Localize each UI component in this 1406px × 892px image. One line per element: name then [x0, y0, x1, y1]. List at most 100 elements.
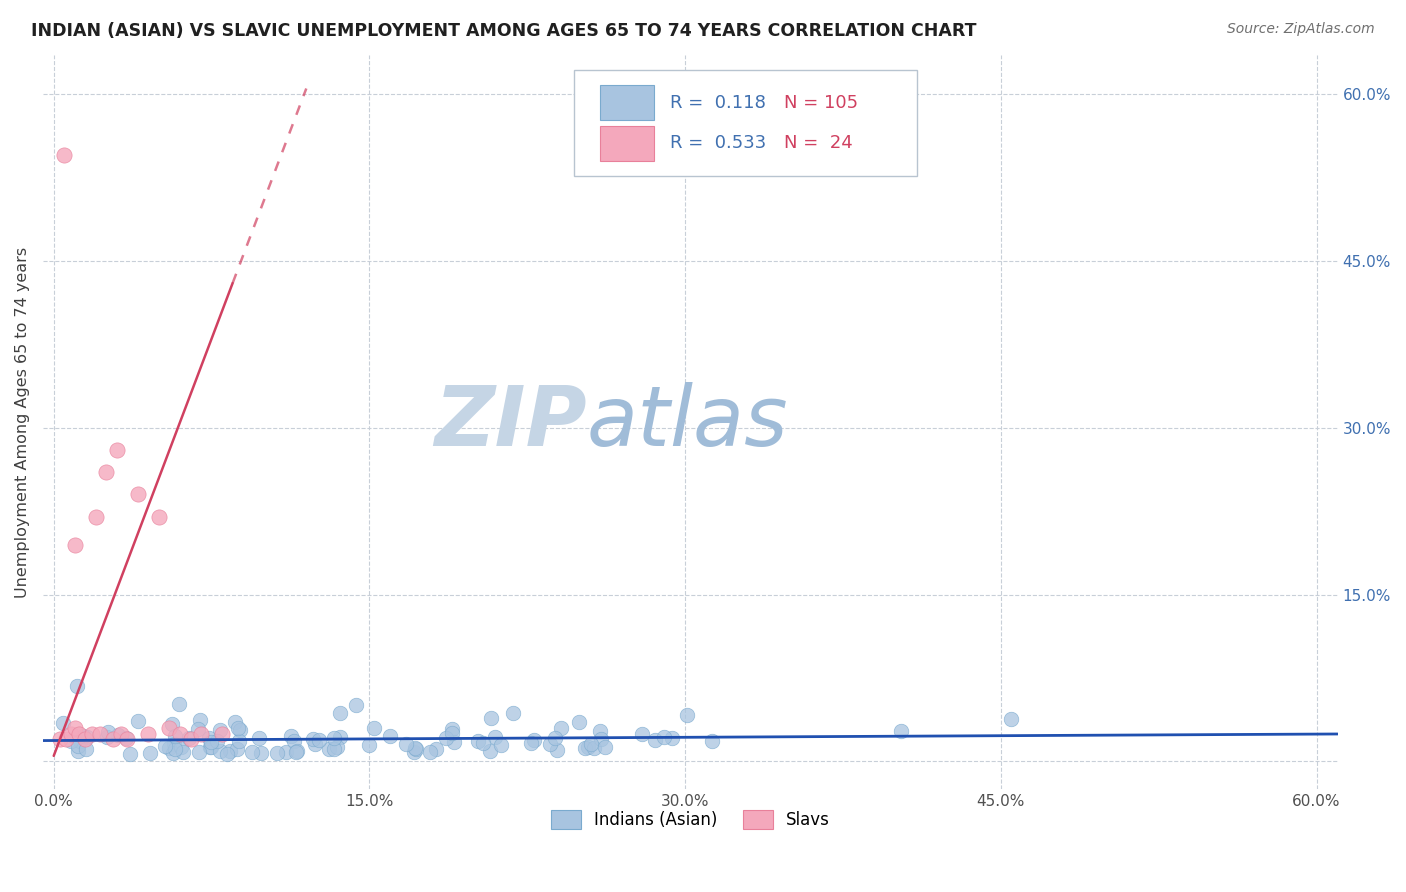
Point — [169, 726, 191, 740]
Point — [163, 729, 186, 743]
Text: Source: ZipAtlas.com: Source: ZipAtlas.com — [1227, 22, 1375, 37]
Point — [471, 736, 494, 750]
Point — [1000, 712, 1022, 726]
Point — [489, 738, 512, 752]
Point — [172, 745, 194, 759]
Point — [97, 724, 120, 739]
Point — [188, 745, 211, 759]
Point — [59, 726, 82, 740]
Point — [546, 743, 568, 757]
Point — [138, 726, 160, 740]
Point — [200, 735, 222, 749]
Point — [180, 732, 202, 747]
Point — [568, 715, 591, 730]
Point — [52, 715, 75, 730]
Point — [285, 745, 308, 759]
Point — [576, 740, 599, 755]
Point — [63, 721, 86, 735]
Point — [266, 746, 288, 760]
Point — [240, 745, 263, 759]
Point — [329, 731, 352, 745]
Point — [378, 730, 401, 744]
Point — [63, 537, 86, 551]
Point — [84, 509, 107, 524]
Point — [72, 730, 94, 744]
Point — [285, 744, 308, 758]
Point — [49, 732, 72, 747]
Point — [593, 739, 616, 754]
Y-axis label: Unemployment Among Ages 65 to 74 years: Unemployment Among Ages 65 to 74 years — [15, 246, 30, 598]
Point — [218, 744, 240, 758]
Point — [574, 741, 596, 756]
Point — [117, 732, 139, 747]
Point — [247, 731, 270, 745]
Point — [440, 726, 463, 740]
Point — [198, 731, 221, 746]
Point — [280, 729, 302, 743]
Point — [654, 730, 676, 744]
Point — [200, 740, 222, 755]
Point — [329, 706, 352, 720]
Point — [419, 745, 441, 759]
Point — [283, 734, 305, 748]
Point — [55, 732, 77, 747]
Point — [326, 740, 349, 755]
Point — [101, 732, 124, 747]
FancyBboxPatch shape — [600, 126, 654, 161]
Text: N =  24: N = 24 — [783, 134, 852, 153]
Point — [148, 509, 170, 524]
Point — [163, 742, 186, 756]
Point — [75, 732, 97, 747]
Point — [589, 731, 612, 746]
Point — [139, 746, 162, 760]
Point — [177, 731, 200, 745]
Point — [523, 732, 546, 747]
Point — [543, 731, 565, 746]
Point — [441, 722, 464, 736]
Point — [60, 733, 83, 747]
Point — [107, 728, 129, 742]
Point — [363, 721, 385, 735]
Point — [209, 723, 232, 737]
Point — [467, 734, 489, 748]
Text: N = 105: N = 105 — [783, 94, 858, 112]
Point — [96, 465, 118, 479]
Point — [53, 148, 76, 162]
Point — [357, 738, 380, 752]
Point — [159, 721, 181, 735]
Point — [425, 742, 447, 756]
Text: R =  0.533: R = 0.533 — [669, 134, 766, 153]
Point — [226, 721, 249, 735]
Point — [250, 746, 273, 760]
Point — [224, 715, 246, 730]
Point — [209, 744, 232, 758]
Point — [404, 745, 426, 759]
Point — [308, 733, 330, 747]
Point — [157, 741, 180, 756]
Point — [589, 724, 612, 739]
Point — [118, 747, 141, 762]
Text: INDIAN (ASIAN) VS SLAVIC UNEMPLOYMENT AMONG AGES 65 TO 74 YEARS CORRELATION CHAR: INDIAN (ASIAN) VS SLAVIC UNEMPLOYMENT AM… — [31, 22, 976, 40]
Point — [153, 739, 176, 754]
Point — [76, 730, 98, 744]
Point — [502, 706, 524, 721]
Point — [160, 716, 183, 731]
Point — [304, 738, 326, 752]
Point — [274, 745, 297, 759]
Point — [395, 738, 418, 752]
Point — [322, 731, 344, 745]
Point — [110, 726, 132, 740]
Point — [344, 698, 367, 712]
Point — [302, 732, 325, 747]
Point — [215, 747, 238, 761]
Point — [105, 442, 128, 457]
Point — [127, 714, 149, 728]
FancyBboxPatch shape — [600, 86, 654, 120]
Text: atlas: atlas — [586, 382, 789, 463]
Point — [229, 723, 252, 738]
Point — [66, 679, 89, 693]
Point — [66, 744, 89, 758]
Point — [80, 726, 103, 740]
Point — [163, 737, 186, 751]
Point — [67, 726, 90, 740]
